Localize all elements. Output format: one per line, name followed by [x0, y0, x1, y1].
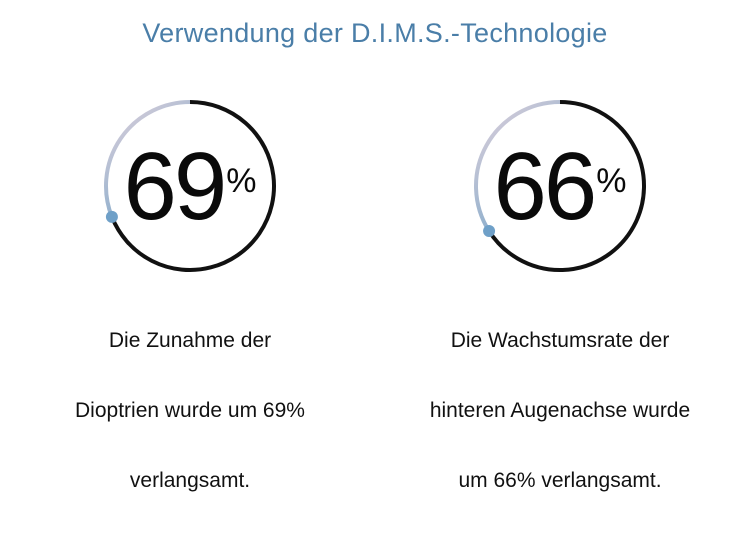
- percent-sign: %: [596, 162, 627, 200]
- progress-marker: [483, 225, 496, 238]
- percent-sign: %: [226, 162, 257, 200]
- caption-line: verlangsamt.: [129, 469, 251, 492]
- progress-ring: [104, 100, 276, 272]
- progress-marker: [105, 210, 118, 223]
- caption-line: Die Zunahme der: [108, 329, 272, 352]
- caption-line: Dioptrien wurde um 69%: [75, 399, 305, 422]
- stat-caption: Die Zunahme der Dioptrien wurde um 69% v…: [30, 288, 350, 533]
- progress-arc: [110, 100, 276, 272]
- caption-line: um 66% verlangsamt.: [458, 469, 662, 492]
- progress-ring-wrap: 69 %: [30, 92, 350, 282]
- chart-title: Verwendung der D.I.M.S.-Technologie: [142, 18, 608, 48]
- percent-value: 69: [123, 133, 227, 240]
- big-number: 69 %: [30, 92, 350, 282]
- percent-value: 66: [493, 133, 597, 240]
- stat-caption: Die Wachstumsrate der hinteren Augenachs…: [400, 288, 720, 533]
- progress-ring-wrap: 66 %: [400, 92, 720, 282]
- progress-arc: [487, 100, 646, 272]
- progress-track: [474, 100, 561, 233]
- caption-line: Die Wachstumsrate der: [450, 329, 670, 352]
- stat-card-augenachse: 66 % Die Wachstumsrate der hinteren Auge…: [400, 92, 720, 533]
- big-number: 66 %: [400, 92, 720, 282]
- progress-ring: [474, 100, 646, 272]
- progress-track: [104, 100, 191, 218]
- stat-card-dioptrien: 69 % Die Zunahme der Dioptrien wurde um …: [30, 92, 350, 533]
- caption-line: hinteren Augenachse wurde: [429, 399, 691, 422]
